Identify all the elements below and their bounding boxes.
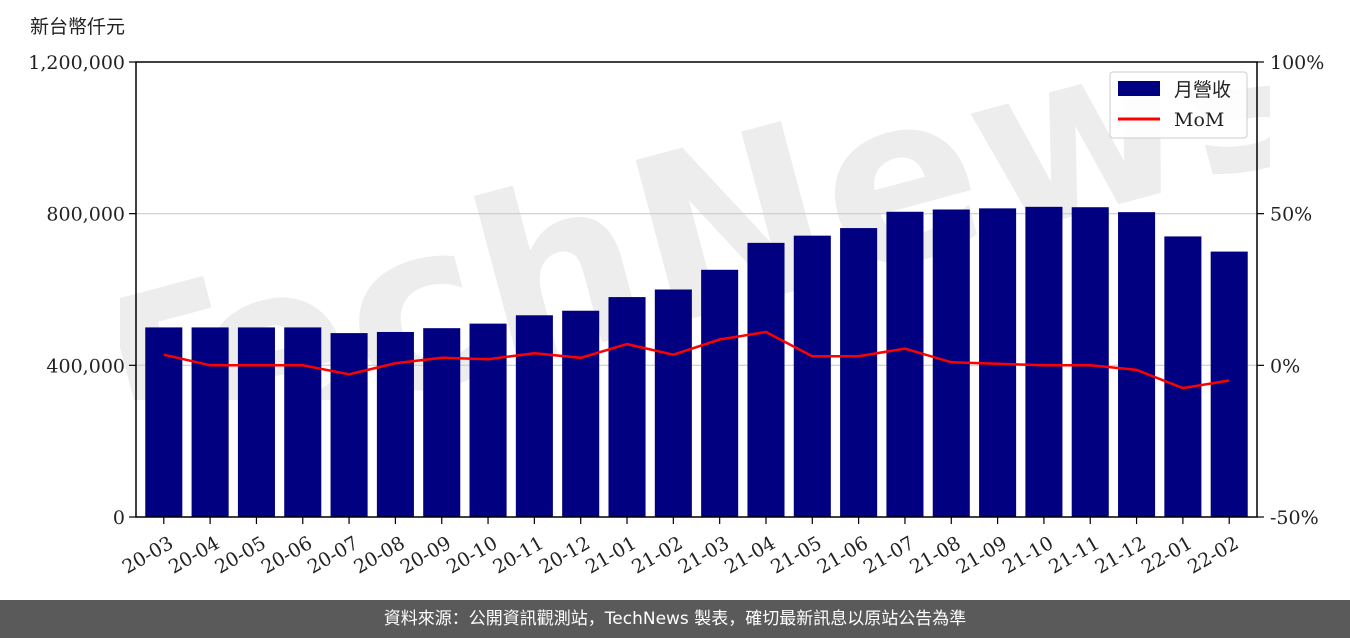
- x-tick-label: 21-08: [906, 532, 964, 578]
- x-tick-label: 21-05: [767, 532, 825, 578]
- left-tick-label: 400,000: [46, 355, 125, 377]
- left-tick-label: 0: [113, 507, 125, 529]
- x-tick-label: 20-07: [304, 532, 362, 578]
- right-tick-label: -50%: [1270, 507, 1319, 529]
- right-y-axis: -50% 0% 50% 100%: [1257, 52, 1324, 529]
- revenue-bars: [145, 206, 1248, 518]
- source-footer: 資料來源：公開資訊觀測站，TechNews 製表，確切最新訊息以原站公告為準: [0, 600, 1350, 638]
- x-tick-label: 20-04: [165, 532, 223, 578]
- right-tick-label: 0%: [1270, 355, 1300, 377]
- revenue-bar: [284, 327, 322, 517]
- x-tick-label: 20-06: [258, 532, 316, 578]
- x-tick-label: 21-06: [813, 532, 871, 578]
- right-tick-label: 100%: [1270, 52, 1324, 74]
- revenue-bar: [886, 211, 924, 518]
- x-tick-label: 21-02: [628, 532, 686, 578]
- x-tick-label: 20-10: [443, 532, 501, 578]
- revenue-bar: [654, 289, 692, 517]
- revenue-bar: [562, 310, 600, 517]
- x-axis: 20-0320-0420-0520-0620-0720-0820-0920-10…: [119, 517, 1243, 578]
- monthly-revenue-chart: 0 400,000 800,000 1,200,000 -50% 0% 50% 100% 2…: [28, 16, 1324, 578]
- x-tick-label: 20-09: [397, 532, 455, 578]
- revenue-bar: [701, 269, 739, 517]
- revenue-bar: [1025, 206, 1063, 517]
- right-tick-label: 50%: [1270, 204, 1312, 226]
- x-tick-label: 21-04: [721, 532, 779, 578]
- mom-line: [163, 330, 1230, 390]
- x-tick-label: 21-12: [1091, 532, 1149, 578]
- revenue-bar: [469, 323, 507, 517]
- revenue-bar: [793, 235, 831, 518]
- x-tick-label: 21-11: [1045, 532, 1103, 578]
- revenue-bar: [1071, 207, 1109, 518]
- x-tick-label: 21-03: [675, 532, 733, 578]
- plot-frame: [135, 61, 1258, 518]
- x-tick-label: 20-03: [119, 532, 177, 578]
- left-y-axis: 0 400,000 800,000 1,200,000: [28, 52, 136, 529]
- x-tick-label: 20-11: [489, 532, 547, 578]
- revenue-bar: [376, 331, 414, 517]
- legend: 月營收 MoM: [1109, 71, 1248, 139]
- x-tick-label: 20-05: [211, 532, 269, 578]
- revenue-bar: [515, 315, 553, 517]
- legend-label-revenue: 月營收: [1174, 79, 1231, 101]
- revenue-bar: [608, 297, 646, 517]
- x-tick-label: 21-01: [582, 532, 640, 578]
- mom-line-layer: [163, 330, 1230, 390]
- revenue-bar: [747, 242, 785, 518]
- x-tick-label: 20-12: [536, 532, 594, 578]
- x-tick-label: 22-02: [1184, 532, 1242, 578]
- y-unit-label: 新台幣仟元: [30, 16, 125, 38]
- left-tick-label: 800,000: [46, 204, 125, 226]
- x-tick-label: 20-08: [350, 532, 408, 578]
- revenue-bar: [330, 333, 368, 517]
- revenue-bar: [840, 228, 878, 517]
- revenue-bar: [191, 327, 229, 517]
- x-tick-label: 21-07: [860, 532, 918, 578]
- revenue-bar: [1118, 212, 1156, 517]
- revenue-bar: [1210, 251, 1248, 518]
- x-tick-label: 21-10: [999, 532, 1057, 578]
- revenue-bar: [145, 327, 183, 517]
- x-tick-label: 21-09: [952, 532, 1010, 578]
- legend-swatch-revenue: [1118, 81, 1160, 96]
- revenue-bar: [1164, 236, 1202, 517]
- legend-label-mom: MoM: [1174, 109, 1224, 131]
- revenue-bar: [423, 328, 461, 517]
- x-tick-label: 22-01: [1138, 532, 1196, 578]
- left-tick-label: 1,200,000: [28, 52, 125, 74]
- revenue-bar: [237, 327, 275, 517]
